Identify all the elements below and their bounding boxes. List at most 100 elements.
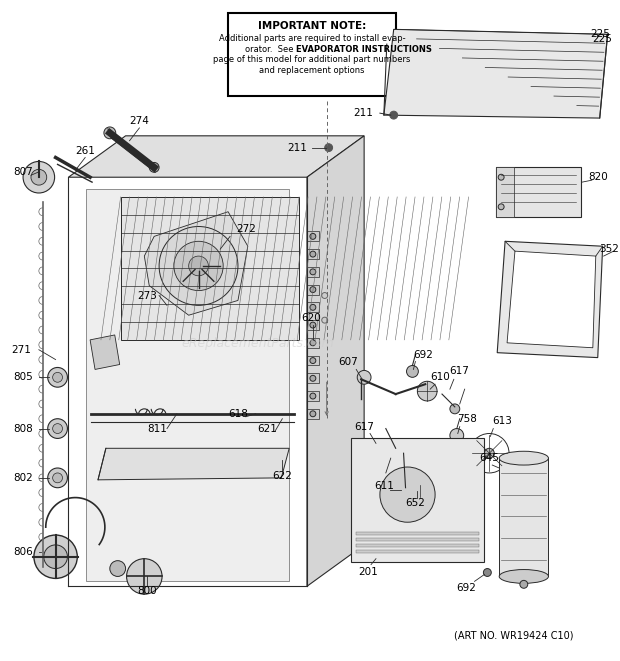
Polygon shape [307, 136, 364, 586]
Bar [499, 458, 549, 576]
Circle shape [23, 161, 55, 193]
Text: 613: 613 [492, 416, 512, 426]
Circle shape [484, 448, 494, 458]
Text: 352: 352 [600, 244, 619, 254]
Circle shape [450, 428, 464, 442]
Text: 652: 652 [405, 498, 425, 508]
Polygon shape [384, 29, 608, 118]
Bar [307, 356, 319, 366]
Bar [121, 197, 299, 340]
Text: orator.  See: orator. See [245, 44, 296, 54]
Text: (ART NO. WR19424 C10): (ART NO. WR19424 C10) [454, 631, 574, 641]
Text: 807: 807 [13, 167, 33, 177]
Text: 692: 692 [457, 583, 477, 594]
Text: and replacement options: and replacement options [259, 66, 365, 75]
Text: 645: 645 [479, 453, 499, 463]
Text: 692: 692 [414, 350, 433, 360]
Text: 618: 618 [228, 408, 248, 419]
Polygon shape [98, 448, 289, 480]
Text: 273: 273 [138, 290, 157, 301]
Text: IMPORTANT NOTE:: IMPORTANT NOTE: [258, 21, 366, 32]
Bar [496, 167, 514, 217]
Bar [356, 532, 479, 535]
Text: 611: 611 [374, 481, 394, 490]
Circle shape [381, 471, 391, 481]
Bar [307, 320, 319, 330]
Text: 620: 620 [301, 313, 321, 323]
Circle shape [188, 256, 208, 276]
Bar [307, 285, 319, 295]
Polygon shape [68, 136, 364, 177]
Bar [307, 249, 319, 259]
Circle shape [159, 227, 238, 305]
Text: 211: 211 [287, 143, 307, 153]
Bar [307, 302, 319, 312]
Text: 607: 607 [339, 356, 358, 367]
Circle shape [380, 467, 435, 522]
Circle shape [310, 287, 316, 293]
Circle shape [104, 127, 116, 139]
Text: 800: 800 [138, 586, 157, 596]
Text: 808: 808 [13, 424, 33, 434]
Ellipse shape [499, 570, 549, 584]
Text: 617: 617 [354, 422, 374, 432]
Circle shape [310, 269, 316, 275]
Circle shape [322, 317, 327, 323]
Circle shape [310, 322, 316, 328]
Circle shape [310, 340, 316, 346]
Circle shape [174, 241, 223, 291]
Circle shape [188, 256, 208, 276]
Circle shape [110, 561, 126, 576]
Polygon shape [144, 212, 248, 315]
Circle shape [310, 233, 316, 239]
Bar [352, 438, 484, 562]
Circle shape [310, 358, 316, 364]
Bar [86, 189, 289, 582]
Text: 622: 622 [272, 471, 292, 481]
Text: 758: 758 [457, 414, 477, 424]
Text: 811: 811 [147, 424, 167, 434]
Circle shape [417, 381, 437, 401]
Polygon shape [507, 251, 596, 348]
Text: 805: 805 [13, 372, 33, 382]
Text: EVAPORATOR INSTRUCTIONS: EVAPORATOR INSTRUCTIONS [296, 44, 432, 54]
Circle shape [44, 545, 68, 568]
Bar [410, 485, 430, 496]
Circle shape [34, 535, 78, 578]
Text: 610: 610 [430, 372, 450, 382]
Bar [356, 550, 479, 553]
Bar [356, 544, 479, 547]
Circle shape [498, 175, 504, 180]
Text: Additional parts are required to install evap-: Additional parts are required to install… [219, 34, 405, 43]
Bar [307, 338, 319, 348]
Bar [307, 391, 319, 401]
Bar [356, 538, 479, 541]
Text: 617: 617 [449, 366, 469, 376]
Circle shape [322, 293, 327, 299]
Circle shape [520, 580, 528, 588]
Circle shape [407, 366, 419, 377]
Bar [228, 13, 396, 97]
Polygon shape [497, 241, 603, 358]
Circle shape [450, 404, 460, 414]
Circle shape [498, 204, 504, 210]
Circle shape [310, 375, 316, 381]
Circle shape [53, 473, 63, 483]
Text: 201: 201 [358, 566, 378, 576]
Text: 806: 806 [13, 547, 33, 557]
Bar [307, 373, 319, 383]
Text: 271: 271 [11, 345, 31, 355]
Circle shape [48, 418, 68, 438]
Circle shape [48, 468, 68, 488]
Polygon shape [90, 335, 120, 369]
Circle shape [53, 372, 63, 382]
Circle shape [159, 227, 238, 305]
Bar [307, 267, 319, 277]
Text: 621: 621 [257, 424, 278, 434]
Circle shape [53, 424, 63, 434]
Circle shape [310, 304, 316, 310]
Circle shape [391, 446, 401, 455]
Bar [307, 231, 319, 241]
Circle shape [400, 485, 412, 496]
Text: 225: 225 [593, 34, 613, 44]
